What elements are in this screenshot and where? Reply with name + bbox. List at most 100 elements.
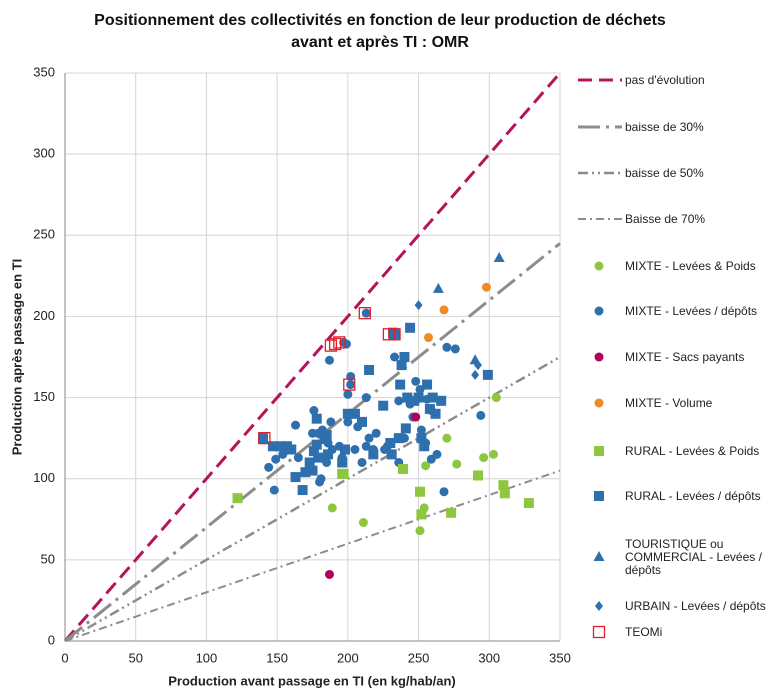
point [493,252,505,263]
y-tick-label: 200 [33,308,55,323]
point [479,453,489,463]
point [326,417,336,427]
point [308,446,319,457]
point [430,408,441,419]
legend-item: TOURISTIQUE ou COMMERCIAL - Levées / dép… [575,537,773,577]
point [278,449,288,459]
point [594,446,604,456]
legend-item: URBAIN - Levées / dépôts [575,598,773,614]
point [316,474,326,484]
legend-label: baisse de 50% [625,165,704,180]
point [323,449,334,460]
legend-label: TEOMi [625,624,663,639]
point [439,305,449,315]
point [400,423,411,434]
point [594,398,604,408]
point [357,416,367,427]
point [297,485,308,496]
point [361,393,371,403]
point [416,425,426,435]
point [413,392,424,403]
point [432,449,442,459]
point [396,360,407,371]
point [481,282,491,292]
legend-symbol [578,78,622,82]
legend-symbol [594,491,604,501]
point [499,488,510,499]
point [258,433,268,444]
point [311,413,322,424]
point [473,360,482,371]
point [343,378,356,391]
point [349,408,360,419]
legend-label: Baisse de 70% [625,211,706,226]
point [395,379,406,390]
point [446,507,457,518]
point [328,337,342,351]
point [390,352,400,362]
legend: pas d'évolution baisse de 30% baisse de 50… [575,0,773,693]
point [442,342,452,352]
point [424,403,435,414]
legend-item: RURAL - Levées & Poids [575,443,773,459]
point [290,472,301,483]
point [386,449,397,460]
chart-title: Positionnement des collectivités en fonc… [94,12,666,51]
point [258,431,271,445]
legend-label: pas d'évolution [625,72,705,87]
y-tick-label: 300 [33,146,55,161]
legend-symbol [578,171,622,175]
point [452,459,462,469]
y-tick-label: 250 [33,227,55,242]
point [385,438,396,449]
x-tick-label: 150 [266,650,288,665]
legend-item: Baisse de 70% [575,211,773,227]
point [274,441,285,452]
point [419,441,430,452]
legend-symbol [592,625,606,639]
point [476,410,486,420]
y-tick-label: 350 [33,64,55,79]
point [594,306,604,316]
y-axis-label: Production après passage en TI [9,259,24,456]
y-tick-label: 100 [33,470,55,485]
legend-item: MIXTE - Sacs payants [575,349,773,365]
x-tick-label: 0 [61,650,68,665]
point [378,400,389,411]
point [414,486,425,497]
point [358,518,368,528]
point [324,355,334,365]
point [388,328,401,341]
point [421,461,431,471]
point [333,336,346,349]
point [489,449,499,459]
legend-item: MIXTE - Levées & Poids [575,258,773,274]
point [340,444,351,455]
point [416,433,427,444]
point [482,369,493,380]
point [427,392,438,403]
reference-line [64,355,561,643]
legend-item: MIXTE - Levées / dépôts [575,303,773,319]
reference-line [64,469,561,642]
legend-symbol [594,446,604,456]
point [313,452,324,463]
point [472,470,483,481]
legend-label: URBAIN - Levées / dépôts [625,598,766,613]
reference-line [63,72,562,642]
x-tick-label: 100 [196,650,218,665]
legend-symbol [578,125,622,129]
point [271,454,281,464]
point [368,449,379,460]
point [304,457,315,468]
point [300,467,311,478]
point [491,393,501,403]
legend-symbol [593,551,605,561]
point [593,551,605,561]
point [322,457,332,467]
legend-item: RURAL - Levées / dépôts [575,488,773,504]
point [595,601,603,611]
point [232,493,243,504]
point [402,392,413,403]
